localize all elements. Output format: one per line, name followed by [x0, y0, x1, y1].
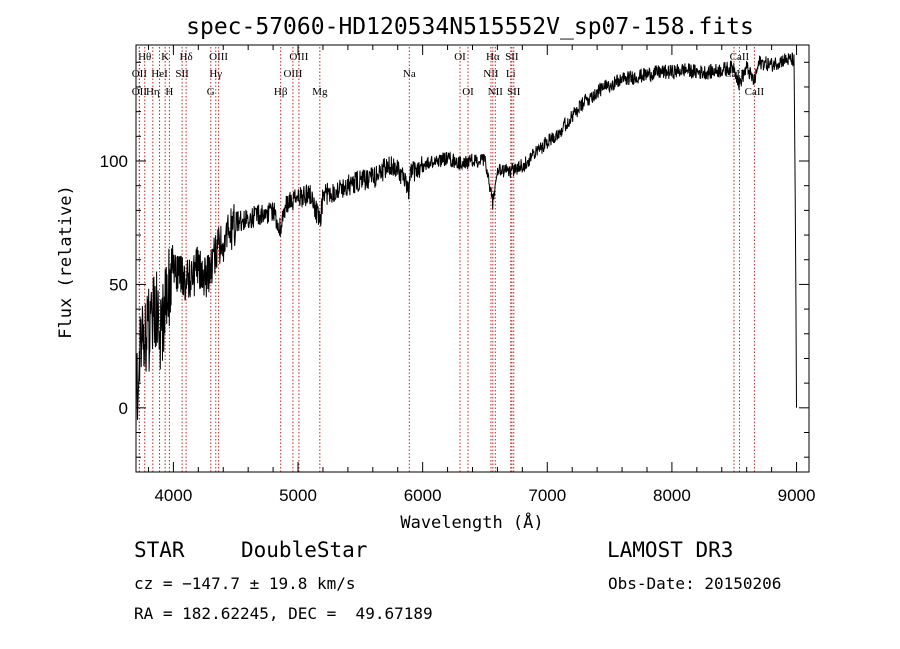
annotation-label: CaII [745, 86, 765, 98]
subclass-label: DoubleStar [241, 538, 368, 562]
annotation-label: Hα [486, 51, 500, 63]
y-tick-label: 100 [100, 152, 128, 171]
annotation-label: OII [132, 68, 148, 80]
annotation-label: Na [403, 68, 416, 80]
annotation-label: NII [483, 68, 499, 80]
annotation-label: OIII [283, 68, 302, 80]
annotation-label: Hβ [274, 86, 288, 98]
x-tick-label: 6000 [404, 486, 442, 505]
y-axis-label: Flux (relative) [56, 185, 76, 339]
annotation-label: Hδ [180, 51, 193, 63]
annotation-lines: HθOIIOIIHηHeIKHSIIHδGHγOIIIHβOIIIOIIIMgN… [132, 45, 765, 472]
annotation-label: OIII [209, 51, 228, 63]
annotation-label: Hθ [138, 51, 151, 63]
annotation-label: NII [488, 86, 504, 98]
survey-label: LAMOST DR3 [607, 538, 734, 562]
radec-text: RA = 182.62245, DEC = 49.67189 [134, 604, 433, 623]
obs-date-text: Obs-Date: 20150206 [608, 574, 782, 593]
annotation-label: SII [175, 68, 189, 80]
annotation-label: SII [505, 51, 519, 63]
spectrum-series [135, 52, 797, 432]
annotation-label: OI [454, 51, 466, 63]
annotation-label: G [207, 86, 215, 98]
annotation-label: SII [507, 86, 521, 98]
x-tick-label: 8000 [653, 486, 691, 505]
annotation-label: Hη [146, 86, 160, 98]
annotation-label: HeI [151, 68, 168, 80]
x-tick-label: 5000 [279, 486, 317, 505]
annotation-label: OI [462, 86, 474, 98]
x-axis-label: Wavelength (Å) [400, 511, 543, 533]
x-tick-label: 4000 [154, 486, 192, 505]
annotation-label: Hγ [209, 68, 222, 80]
annotation-label: Mg [312, 86, 328, 98]
annotation-label: Li [506, 68, 516, 80]
plot-axes: 4000 5000 6000 7000 8000 9000 0 50 100 [100, 44, 816, 505]
annotation-label: H [165, 86, 173, 98]
class-label: STAR [134, 538, 185, 562]
plot-frame [135, 44, 810, 473]
annotation-label: K [161, 51, 169, 63]
y-tick-label: 50 [109, 275, 128, 294]
x-tick-label: 9000 [778, 486, 816, 505]
annotation-label: CaII [730, 51, 750, 63]
annotation-label: OIII [289, 51, 308, 63]
x-tick-label: 7000 [528, 486, 566, 505]
redshift-text: cz = −147.7 ± 19.8 km/s [134, 574, 356, 593]
y-tick-label: 0 [119, 399, 128, 418]
chart-title: spec-57060-HD120534N515552V_sp07-158.fit… [186, 14, 754, 40]
spectrum-line [135, 52, 797, 432]
